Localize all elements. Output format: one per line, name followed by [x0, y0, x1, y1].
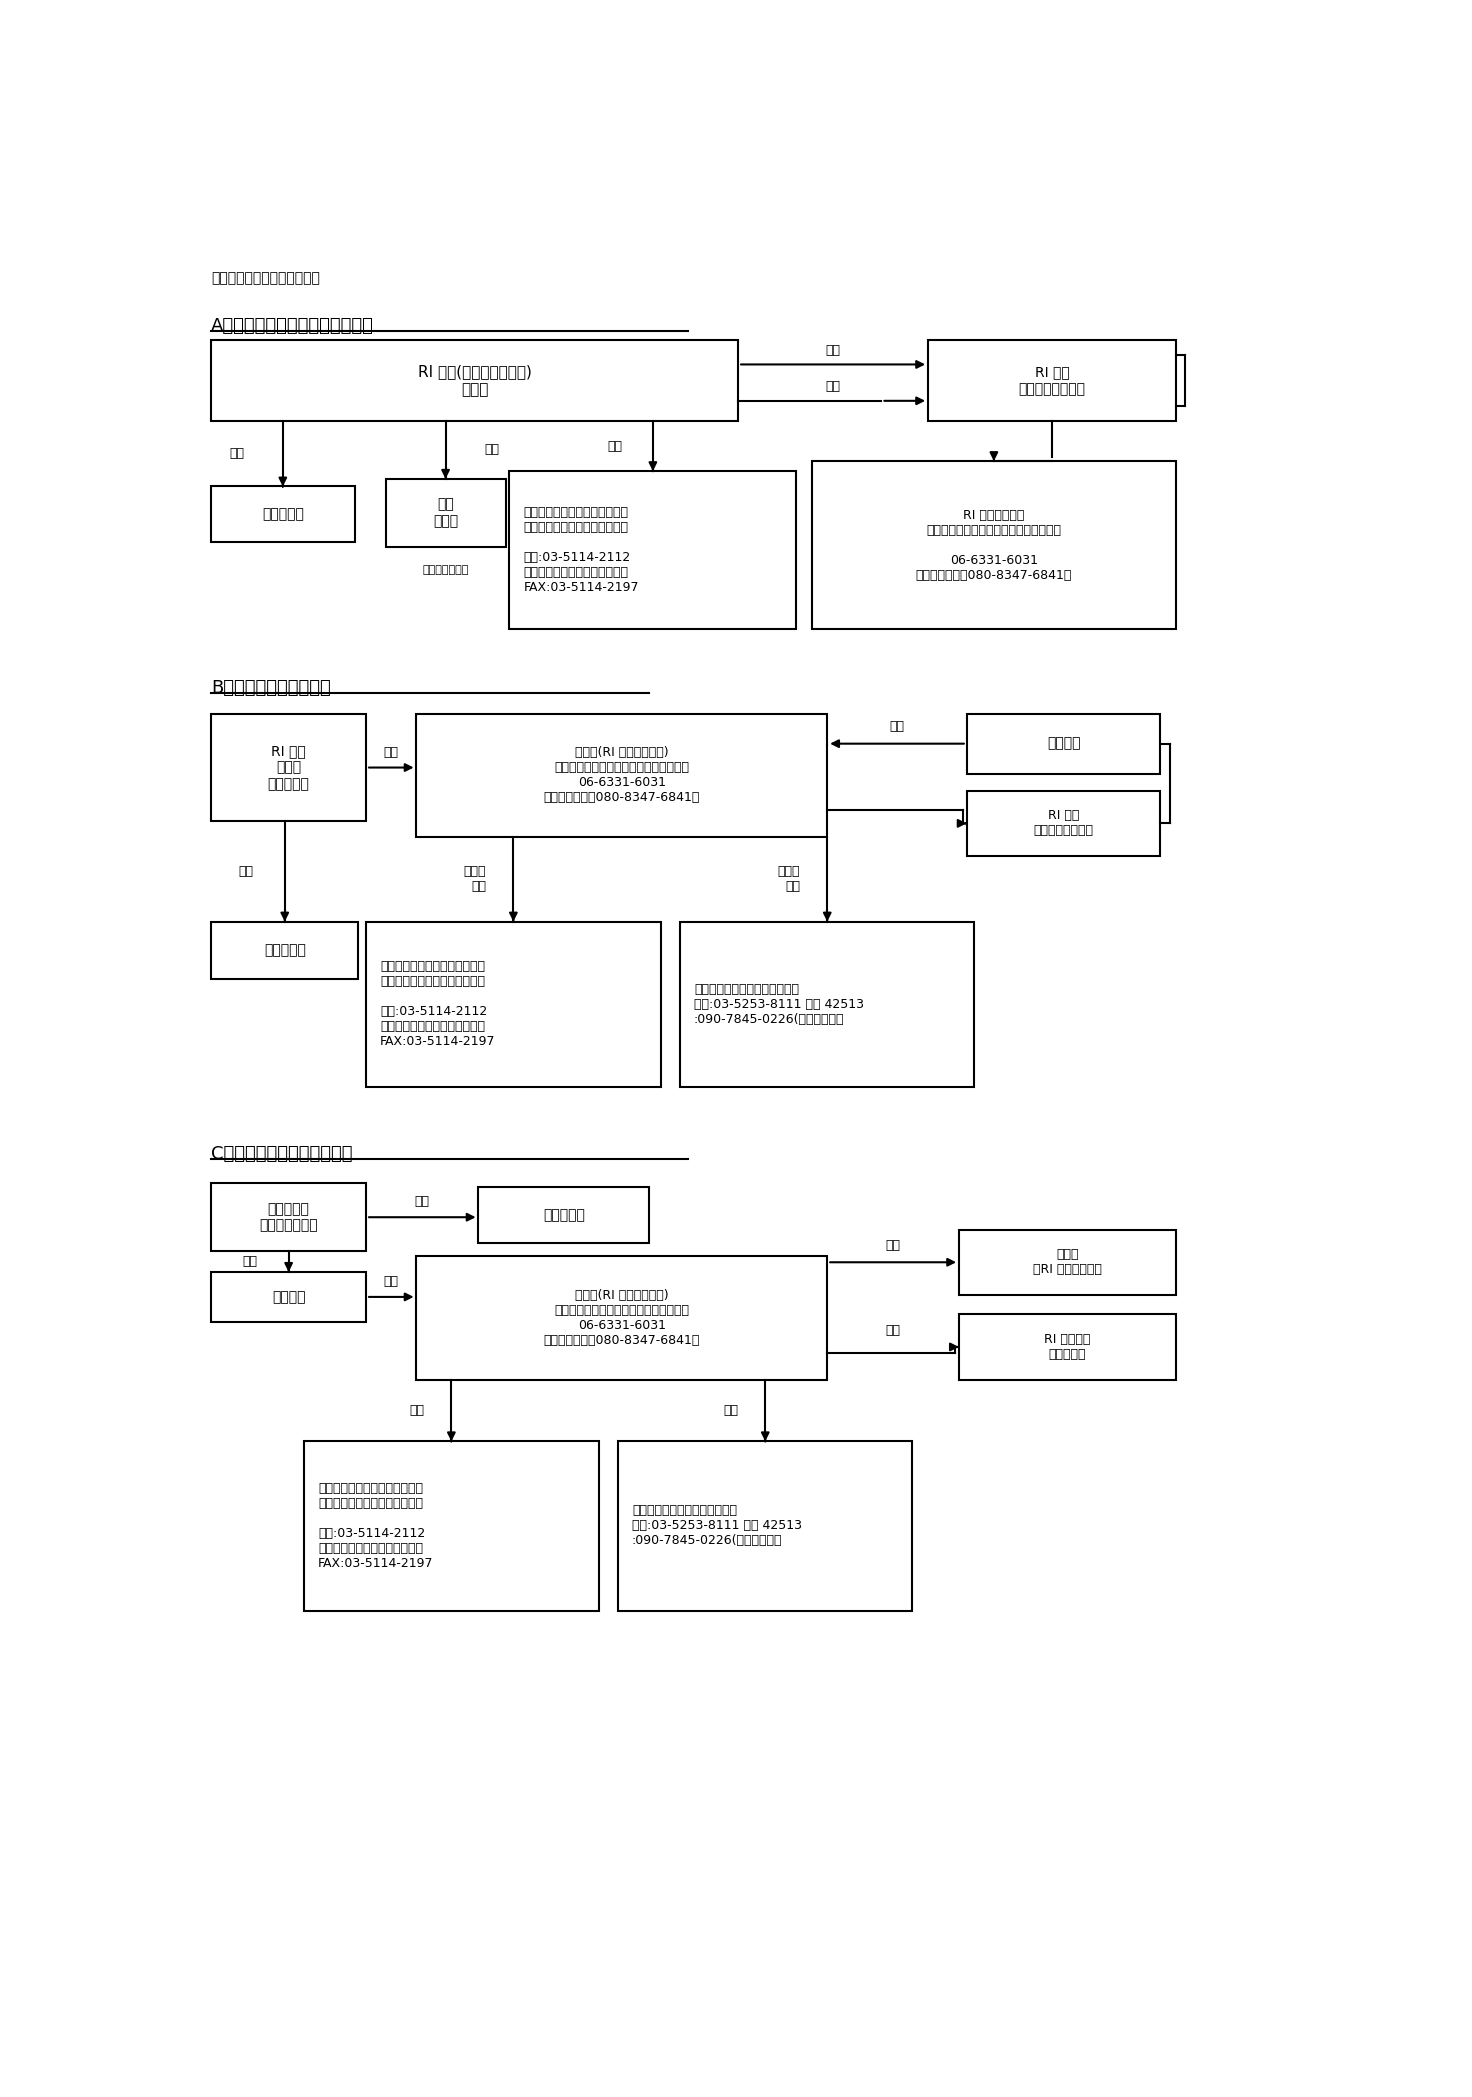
Text: 荷受人
（RI 計器使用者）: 荷受人 （RI 計器使用者） — [1033, 1248, 1103, 1277]
Text: B．輸送中の所在不明時: B．輸送中の所在不明時 — [210, 679, 331, 696]
Bar — [967, 791, 1160, 856]
Text: 通報: 通報 — [238, 864, 253, 879]
Text: 通報、
届出: 通報、 届出 — [464, 866, 486, 893]
Text: 通報: 通報 — [230, 447, 244, 459]
Bar — [680, 921, 974, 1086]
Bar — [210, 1183, 367, 1252]
Text: 国土交通省自動車局環境政策課
電話:03-5253-8111 内線 42513
:090-7845-0226(夜間・休日）: 国土交通省自動車局環境政策課 電話:03-5253-8111 内線 42513 … — [631, 1504, 802, 1548]
Bar — [417, 1256, 827, 1380]
Text: 通報: 通報 — [409, 1405, 424, 1418]
Text: RI 計器
販売・賃貸特約店: RI 計器 販売・賃貸特約店 — [1033, 809, 1094, 837]
Text: 原子力規制委員会原子力規制庁
長官官房　総務課　事故対処室

電話:03-5114-2112
　（業務時間内外問わず常時）
FAX:03-5114-2197: 原子力規制委員会原子力規制庁 長官官房 総務課 事故対処室 電話:03-5114… — [380, 960, 496, 1048]
Text: 運送会社: 運送会社 — [272, 1290, 305, 1304]
Bar — [367, 921, 661, 1086]
Text: 通報: 通報 — [415, 1195, 430, 1208]
Text: 原子力規制委員会原子力規制庁
長官官房　総務課　事故対処室

電話:03-5114-2112
　（業務時間内外問わず常時）
FAX:03-5114-2197: 原子力規制委員会原子力規制庁 長官官房 総務課 事故対処室 電話:03-5114… — [524, 505, 639, 593]
Text: 連絡: 連絡 — [826, 380, 841, 394]
Text: 通報: 通報 — [484, 442, 499, 457]
Text: 運送会社: 運送会社 — [1047, 736, 1080, 751]
Bar — [417, 713, 827, 837]
Text: 最寄警察署: 最寄警察署 — [262, 507, 303, 522]
Bar — [927, 340, 1176, 421]
Bar — [478, 1187, 649, 1244]
Text: 連絡: 連絡 — [886, 1323, 901, 1336]
Text: 最寄警察署: 最寄警察署 — [263, 944, 306, 958]
Text: 連絡: 連絡 — [243, 1254, 258, 1269]
Bar — [958, 1315, 1176, 1380]
Text: 最寄警察署: 最寄警察署 — [543, 1208, 584, 1223]
Text: 荷送人(RI 計器メーカー)
ソイルアンドロックエンジニアリング㈱
06-6331-6031
（夜間・休日　080-8347-6841）: 荷送人(RI 計器メーカー) ソイルアンドロックエンジニアリング㈱ 06-633… — [543, 747, 701, 805]
Text: 連絡: 連絡 — [826, 344, 841, 356]
Text: 連絡: 連絡 — [889, 719, 904, 734]
Text: （火災時のみ）: （火災時のみ） — [422, 564, 468, 575]
Bar — [210, 340, 737, 421]
Text: 連絡: 連絡 — [384, 1275, 399, 1288]
Bar — [386, 478, 505, 547]
Bar — [210, 1273, 367, 1321]
Text: 連絡: 連絡 — [384, 747, 399, 759]
Text: 通報: 通報 — [606, 440, 621, 453]
Text: 通報、
届出: 通報、 届出 — [777, 866, 801, 893]
Text: RI 計器
販売・賃貸特約店: RI 計器 販売・賃貸特約店 — [1019, 365, 1085, 396]
Bar — [958, 1229, 1176, 1296]
Text: A．災害、盗難、紛失事故発生時: A．災害、盗難、紛失事故発生時 — [210, 317, 374, 336]
Bar — [210, 487, 355, 541]
Text: C．輸送中の車両事故発生時: C．輸送中の車両事故発生時 — [210, 1145, 353, 1164]
Text: 連絡: 連絡 — [886, 1239, 901, 1252]
Text: RI 計器(表示付認証機器)
使用者: RI 計器(表示付認証機器) 使用者 — [418, 365, 531, 396]
Text: 通報: 通報 — [723, 1405, 737, 1418]
Text: 原子力規制委員会原子力規制庁
長官官房　総務課　事故対処室

電話:03-5114-2112
　（業務時間内外問わず常時）
FAX:03-5114-2197: 原子力規制委員会原子力規制庁 長官官房 総務課 事故対処室 電話:03-5114… — [318, 1483, 434, 1571]
Text: 事故発生等の緊急時連絡体制: 事故発生等の緊急時連絡体制 — [210, 273, 319, 285]
Bar — [811, 461, 1176, 629]
Text: RI 計器販売
賃貸特約店: RI 計器販売 賃貸特約店 — [1044, 1334, 1091, 1361]
Bar — [210, 921, 358, 979]
Text: RI 計器メーカー
ソイルアンドロックエンジニアリング㈱

06-6331-6031
（夜間・休日　080-8347-6841）: RI 計器メーカー ソイルアンドロックエンジニアリング㈱ 06-6331-603… — [916, 507, 1072, 581]
Bar — [305, 1441, 599, 1610]
Bar — [210, 713, 367, 822]
Bar — [967, 713, 1160, 774]
Bar — [509, 472, 796, 629]
Text: 国土交通省自動車局環境政策課
電話:03-5253-8111 内線 42513
:090-7845-0226(夜間・休日）: 国土交通省自動車局環境政策課 電話:03-5253-8111 内線 42513 … — [693, 983, 864, 1025]
Text: 荷送人(RI 計器メーカー)
ソイルアンドロックエンジニアリング㈱
06-6331-6031
（夜間・休日　080-8347-6841）: 荷送人(RI 計器メーカー) ソイルアンドロックエンジニアリング㈱ 06-633… — [543, 1290, 701, 1346]
Text: 最寄
消防署: 最寄 消防署 — [433, 497, 458, 528]
Text: RI 計器
使用者
（荷受人）: RI 計器 使用者 （荷受人） — [268, 744, 309, 791]
Bar — [618, 1441, 913, 1610]
Text: 運搬実施者
（ドライバー）: 運搬実施者 （ドライバー） — [259, 1202, 318, 1233]
